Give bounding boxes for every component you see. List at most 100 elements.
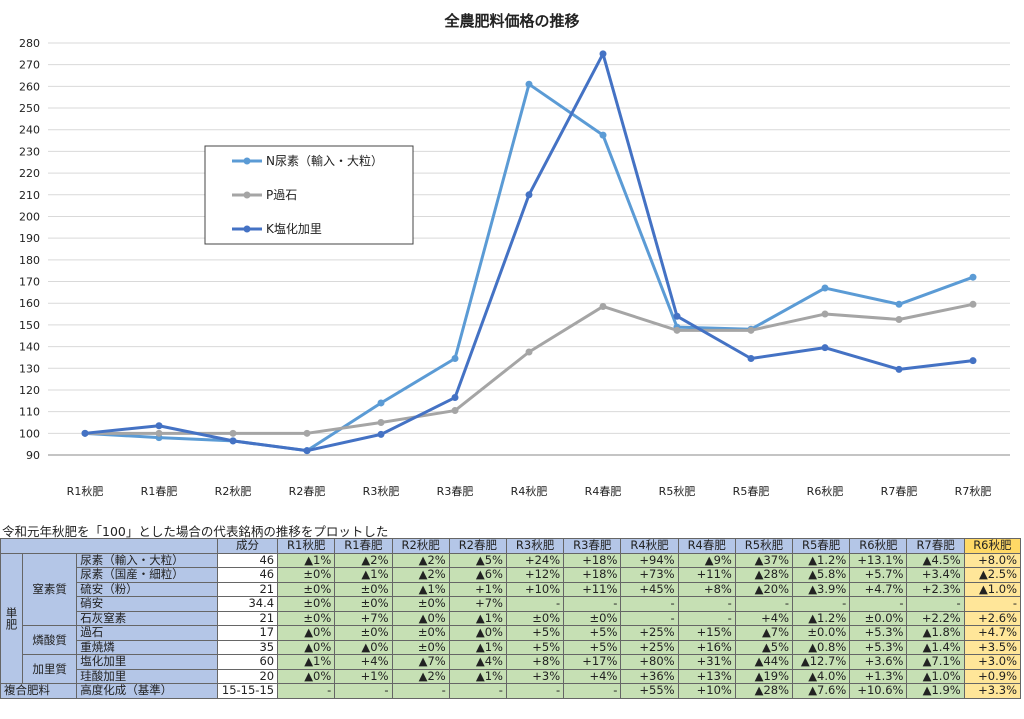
fertilizer-name: 尿素（国産・細粒） bbox=[76, 567, 218, 583]
change-value: +7% bbox=[334, 610, 393, 626]
table-row: 燐酸質 過石 17 ▲0% ±0% ±0% ▲0% +5% +5% +25% +15% ▲7% ±0.0… bbox=[1, 625, 1022, 655]
data-point bbox=[451, 394, 459, 402]
y-tick-label: 190 bbox=[19, 232, 40, 245]
change-value: +13% bbox=[677, 668, 736, 684]
column-header: R5春肥 bbox=[792, 538, 851, 554]
data-point bbox=[229, 429, 237, 437]
data-point bbox=[525, 80, 533, 88]
change-value: +8% bbox=[677, 581, 736, 597]
component-value: 21 bbox=[216, 610, 279, 626]
y-tick-label: 280 bbox=[19, 37, 40, 50]
data-point bbox=[599, 50, 607, 58]
column-header: R6秋肥 bbox=[849, 538, 908, 554]
legend-marker bbox=[243, 191, 251, 199]
change-value: +5% bbox=[563, 625, 622, 641]
change-value: ▲20% bbox=[734, 581, 794, 597]
change-value: ▲3.9% bbox=[792, 581, 851, 597]
x-tick-label: R1春肥 bbox=[141, 485, 178, 498]
change-value: ▲7.1% bbox=[906, 654, 965, 670]
column-header: R1春肥 bbox=[334, 538, 393, 554]
change-value: ▲4.0% bbox=[792, 668, 851, 684]
change-value: +3.0% bbox=[963, 654, 1022, 670]
component-value: 46 bbox=[216, 552, 279, 568]
change-value: +4% bbox=[563, 668, 622, 684]
x-tick-label: R3春肥 bbox=[437, 485, 474, 498]
change-value: ▲1% bbox=[334, 567, 393, 583]
change-value: +10.6% bbox=[849, 683, 908, 699]
change-value: - bbox=[792, 596, 851, 612]
change-value: +3.6% bbox=[849, 654, 908, 670]
change-value: +36% bbox=[620, 668, 679, 684]
fertilizer-name: 硫安（粉） bbox=[76, 581, 218, 597]
data-point bbox=[377, 418, 385, 426]
table-row: 複合肥料 高度化成（基準） 15-15-15- - - - - - +55% +10% ▲28% ▲7… bbox=[0, 683, 1022, 699]
fertilizer-name: 尿素（輸入・大粒） bbox=[76, 552, 218, 568]
fertilizer-name: 硝安 bbox=[76, 596, 218, 612]
data-point bbox=[969, 273, 977, 281]
column-header: R2秋肥 bbox=[391, 538, 450, 554]
change-value: ▲1.2% bbox=[792, 552, 851, 568]
change-value: ▲1% bbox=[448, 639, 507, 655]
change-value: +25% bbox=[620, 625, 679, 641]
group-label: 燐酸質 bbox=[22, 625, 78, 655]
change-value: - bbox=[505, 596, 565, 612]
change-value: ±0% bbox=[277, 610, 336, 626]
series-line bbox=[85, 302, 974, 435]
x-tick-label: R1秋肥 bbox=[67, 484, 104, 498]
change-value: +5% bbox=[505, 639, 565, 655]
change-value: ▲28% bbox=[734, 683, 794, 699]
change-value: ▲2% bbox=[334, 552, 393, 568]
data-point bbox=[599, 302, 607, 310]
change-value: ▲4% bbox=[448, 654, 507, 670]
data-point bbox=[821, 310, 829, 318]
change-value: +12% bbox=[505, 567, 565, 583]
table-row: 尿素（国産・細粒） 46 ±0% ▲1% ▲2% ▲6% +12% +18% +73% +11% ▲… bbox=[1, 567, 1022, 583]
component-value: 34.4 bbox=[216, 596, 279, 612]
data-point bbox=[821, 344, 829, 352]
price-change-table: 成分 R1秋肥 R1春肥 R2秋肥 R2春肥 R3秋肥 R3春肥 R4秋肥 R4… bbox=[0, 538, 1022, 699]
change-value: +2.3% bbox=[906, 581, 965, 597]
change-value: ±0% bbox=[277, 581, 336, 597]
table-row: 珪酸加里 20 ▲0% +1% ▲2% ▲1% +3% +4% +36% +13% ▲19% ▲4.0… bbox=[1, 668, 1022, 684]
change-value: ▲0% bbox=[277, 625, 336, 641]
change-value: ▲7.6% bbox=[792, 683, 851, 699]
change-value: +25% bbox=[620, 639, 679, 655]
change-value: +13.1% bbox=[849, 552, 908, 568]
column-header: 成分 bbox=[216, 538, 279, 554]
change-value: - bbox=[620, 596, 679, 612]
change-value: ▲44% bbox=[734, 654, 794, 670]
table-row: 石灰窒素 21 ±0% +7% ▲0% ▲1% ±0% ±0% - - +4% ▲1.2% ±0.0% +… bbox=[1, 610, 1022, 626]
x-tick-label: R2春肥 bbox=[289, 485, 326, 498]
change-value: +45% bbox=[620, 581, 679, 597]
data-point bbox=[525, 348, 533, 356]
legend: N尿素（輸入・大粒） P過石 K塩化加里 bbox=[204, 145, 414, 245]
data-point bbox=[895, 300, 903, 308]
data-point bbox=[969, 357, 977, 365]
change-value: +4.7% bbox=[963, 625, 1022, 641]
change-value: +10% bbox=[505, 581, 565, 597]
data-point bbox=[81, 429, 89, 437]
data-point bbox=[821, 284, 829, 292]
y-tick-label: 250 bbox=[19, 102, 40, 115]
change-value: ▲5% bbox=[448, 552, 507, 568]
change-value: - bbox=[334, 683, 393, 699]
change-value: ▲1% bbox=[277, 552, 336, 568]
component-value: 17 bbox=[216, 625, 279, 641]
data-point bbox=[229, 437, 237, 445]
change-value: ▲1.0% bbox=[906, 668, 965, 684]
change-value: +4% bbox=[734, 610, 794, 626]
data-point bbox=[451, 407, 459, 415]
data-point bbox=[303, 447, 311, 455]
table-row: 加里質 塩化加里 60 ▲1% +4% ▲7% ▲4% +8% +17% +80% +31% ▲44%… bbox=[1, 654, 1022, 684]
data-point bbox=[673, 326, 681, 334]
change-value: +18% bbox=[563, 567, 622, 583]
change-value: ▲2% bbox=[391, 668, 450, 684]
change-value: +7% bbox=[448, 596, 507, 612]
change-value: ▲12.7% bbox=[792, 654, 851, 670]
y-tick-label: 170 bbox=[19, 276, 40, 289]
change-value: +4.7% bbox=[849, 581, 908, 597]
table-row: 重焼燐 35 ▲0% ▲0% ±0% ▲1% +5% +5% +25% +16% ▲5% ▲0.8% +… bbox=[1, 639, 1022, 655]
change-value: - bbox=[849, 596, 908, 612]
change-value: +5.3% bbox=[849, 625, 908, 641]
data-point bbox=[895, 315, 903, 323]
